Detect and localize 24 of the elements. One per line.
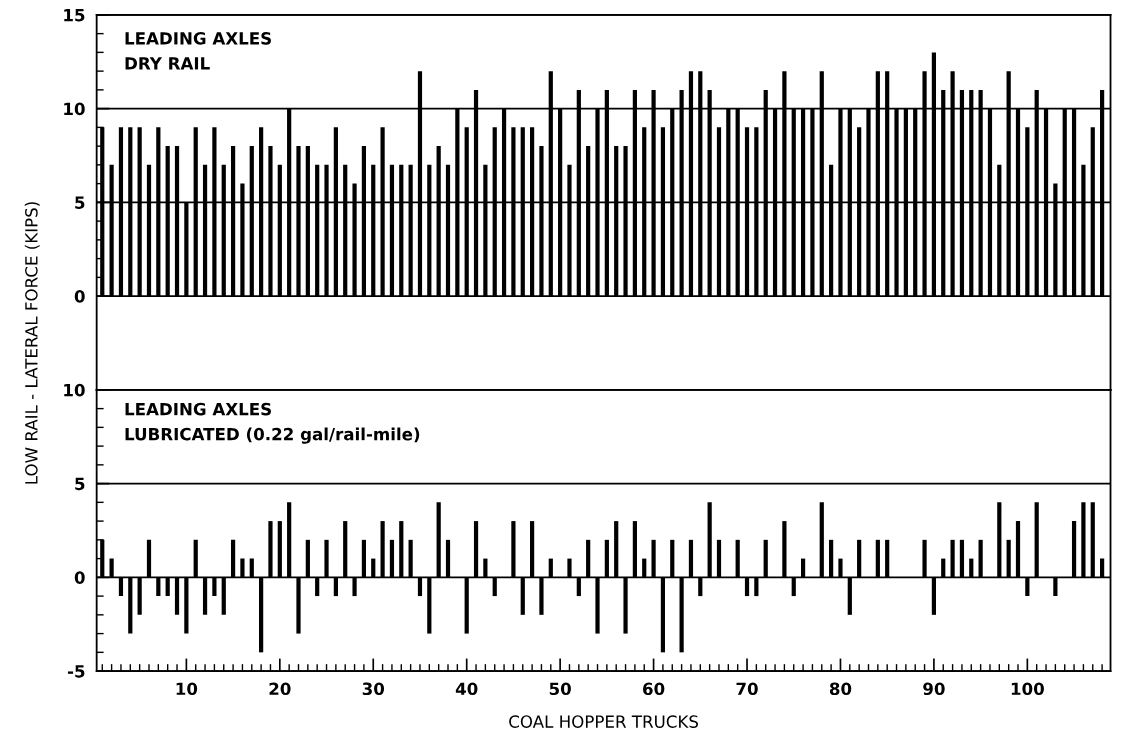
x-axis-title: COAL HOPPER TRUCKS bbox=[509, 715, 699, 728]
y-tick-label: 5 bbox=[75, 477, 85, 491]
x-tick-label: 30 bbox=[362, 682, 385, 696]
annotation: LEADING AXLES LUBRICATED (0.22 gal/rail-mile) bbox=[125, 402, 420, 444]
x-tick-label: 50 bbox=[549, 682, 571, 696]
x-tick-label: 10 bbox=[176, 682, 198, 696]
y-tick-label: 15 bbox=[64, 9, 85, 22]
x-tick-label: 70 bbox=[736, 682, 758, 696]
y-tick-label: 0 bbox=[74, 290, 85, 303]
y-tick-label: 10 bbox=[64, 102, 85, 116]
y-axis-title: LOW RAIL - LATERAL FORCE (KIPS) bbox=[24, 202, 40, 484]
y-tick-label: 0 bbox=[74, 571, 85, 584]
x-tick-label: 40 bbox=[455, 682, 478, 696]
annotation: LEADING AXLES DRY RAIL bbox=[125, 32, 271, 70]
x-tick-label: 60 bbox=[643, 682, 665, 696]
bar bbox=[100, 127, 105, 297]
y-tick-label: -5 bbox=[67, 665, 85, 678]
x-tick-label: 90 bbox=[923, 682, 945, 696]
y-tick-label: 5 bbox=[75, 196, 85, 209]
x-tick-label: 20 bbox=[269, 682, 291, 696]
y-tick-label: 10 bbox=[64, 383, 85, 397]
bar bbox=[100, 539, 105, 578]
x-tick-label: 80 bbox=[829, 682, 852, 696]
x-tick-label: 100 bbox=[1011, 682, 1044, 696]
